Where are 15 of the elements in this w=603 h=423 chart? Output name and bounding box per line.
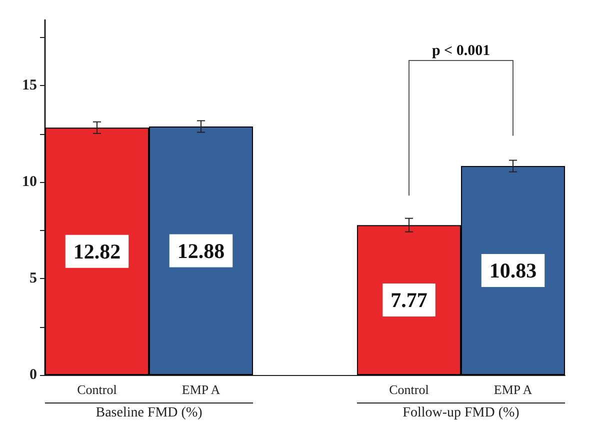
x-tick-label: Control <box>389 382 430 397</box>
annotation: p < 0.001 <box>432 43 490 60</box>
data-label: 10.83 <box>489 258 537 283</box>
y-tick-label: 0 <box>30 367 37 383</box>
data-label: 12.88 <box>177 238 225 263</box>
x-tick-label: Control <box>77 382 118 397</box>
text: Baseline FMD (%) <box>96 406 203 420</box>
data-label: 7.77 <box>390 288 428 312</box>
text: Follow-up FMD (%) <box>402 406 520 420</box>
x-tick-label: EMP A <box>182 382 221 397</box>
y-tick-label: 10 <box>22 174 37 190</box>
y-tick-label: 5 <box>30 270 37 287</box>
x-tick-label: EMP A <box>494 382 533 397</box>
y-tick-label: 15 <box>22 78 37 94</box>
data-label: 12.82 <box>73 239 121 264</box>
